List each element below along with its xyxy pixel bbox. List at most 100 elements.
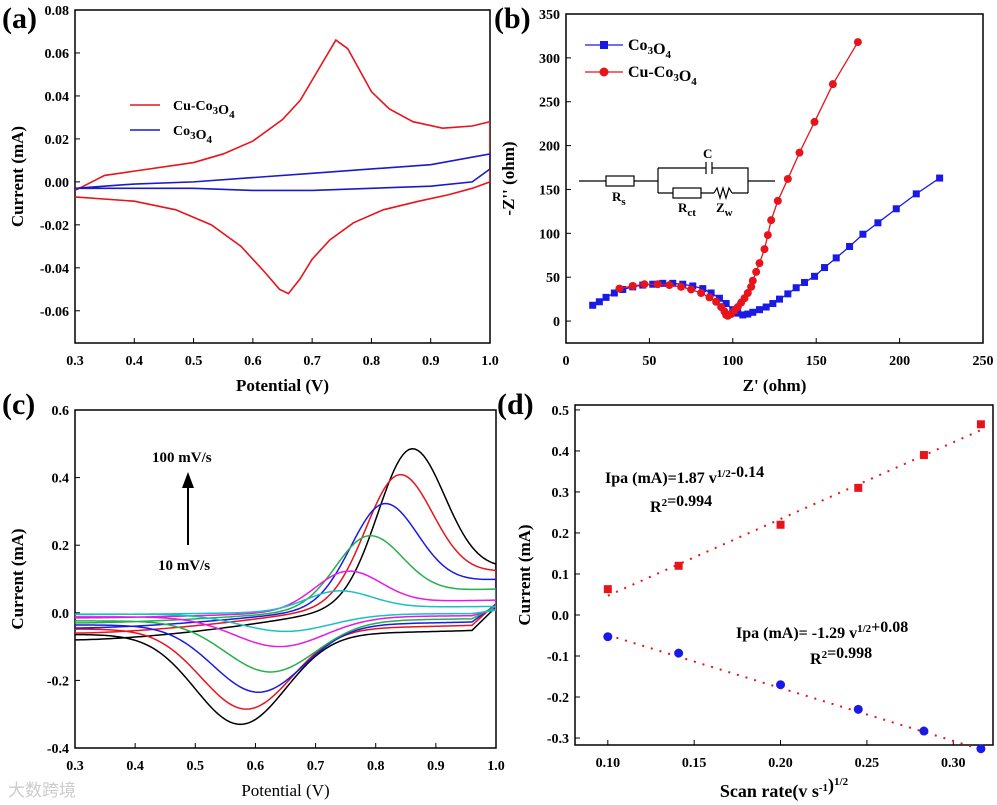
data-point <box>659 279 667 287</box>
annotation-10mvs: 10 mV/s <box>158 558 210 574</box>
data-point <box>762 303 770 311</box>
resistor-rs <box>605 175 635 187</box>
y-tick-label: 300 <box>539 52 560 67</box>
data-point <box>748 276 757 285</box>
y-tick-label: 0.3 <box>552 486 570 501</box>
panel-d: 0.10 0.15 0.20 0.25 0.30 -0.3 -0.2 -0.1 0.0 0.1 0.… <box>515 404 994 771</box>
data-point-cathodic <box>919 726 929 736</box>
x-tick-label: 250 <box>973 354 994 369</box>
data-point <box>763 231 772 240</box>
data-point-anodic <box>919 451 928 460</box>
data-point-cathodic <box>674 648 684 658</box>
legend-marker <box>599 67 609 77</box>
x-tick-label: 0.15 <box>682 756 707 771</box>
x-tick-label: 150 <box>806 354 827 369</box>
data-point <box>828 80 837 89</box>
equation-cathodic: Ipa (mA)= -1.29 v1/2+0.08 <box>736 619 908 642</box>
legend-label: Co3O4 <box>173 124 213 146</box>
panel-label-b: (b) <box>494 2 531 35</box>
y-tick-label: 0.6 <box>52 404 70 419</box>
y-tick-label: 0.5 <box>552 404 570 419</box>
data-point <box>755 306 763 314</box>
data-point <box>610 289 618 297</box>
data-point <box>715 294 723 302</box>
panel-label-d: (d) <box>497 388 534 421</box>
data-point-anodic <box>776 520 785 529</box>
x-axis-label: Potential (V) <box>241 781 329 800</box>
x-tick-label: 0 <box>563 354 570 369</box>
cv-curve-80-mv-s <box>75 473 496 710</box>
panel-c: 0.3 0.4 0.5 0.6 0.7 0.8 0.9 1.0 -0.4 -0.2 0.0 0.2 0.… <box>8 404 505 800</box>
y-tick-label: -0.2 <box>547 691 569 706</box>
x-tick-label: 0.10 <box>596 756 621 771</box>
data-point <box>773 196 782 205</box>
cv-curve-20-mv-s <box>75 570 496 648</box>
plot-frame <box>565 13 984 344</box>
data-point <box>595 298 603 306</box>
y-tick-label: 200 <box>539 140 560 155</box>
watermark: 大数跨境 <box>8 781 76 801</box>
x-tick-label: 0.20 <box>768 756 793 771</box>
y-tick-label: -0.1 <box>547 650 569 665</box>
x-tick-label: 0.6 <box>244 354 262 369</box>
data-point <box>859 230 867 238</box>
y-tick-label: 0.06 <box>45 47 70 62</box>
y-tick-label: 0.0 <box>552 609 570 624</box>
data-point <box>705 293 714 302</box>
cv-curve-40-mv-s <box>75 534 496 673</box>
x-tick-label: 1.0 <box>487 759 505 774</box>
y-axis-label: Current (mA) <box>8 528 27 629</box>
circuit-label-c: C <box>703 146 712 161</box>
y-axis-label: Current (mA) <box>515 524 534 625</box>
x-tick-label: 0.3 <box>66 354 84 369</box>
data-point <box>602 293 610 301</box>
circuit-label-rs: Rs <box>612 189 626 208</box>
data-point <box>821 264 829 272</box>
data-point <box>792 284 800 292</box>
data-point <box>810 117 819 126</box>
data-point <box>892 205 900 213</box>
data-point <box>749 308 757 316</box>
data-point <box>640 280 649 289</box>
panel-label-a: (a) <box>2 2 37 35</box>
r-squared-cathodic: R2=0.998 <box>810 645 872 668</box>
data-point <box>760 245 769 254</box>
x-tick-label: 1.0 <box>481 354 499 369</box>
plot-frame <box>74 409 497 749</box>
y-tick-label: 50 <box>546 271 560 286</box>
x-tick-label: 0.7 <box>303 354 321 369</box>
data-point-cathodic <box>776 680 786 690</box>
data-point <box>874 219 882 227</box>
x-tick-label: 100 <box>722 354 743 369</box>
panel-b: 0 50 100 150 200 250 0 50 100 150 200 250 300 350 Z' (… <box>499 8 994 395</box>
x-tick-label: 200 <box>889 354 910 369</box>
resistor-rct <box>672 187 702 199</box>
data-point-anodic <box>854 483 863 492</box>
warburg-element <box>713 185 733 201</box>
x-tick-label: 0.9 <box>422 354 440 369</box>
data-point <box>776 295 784 303</box>
data-point <box>811 272 819 280</box>
y-tick-label: 0.00 <box>45 176 70 191</box>
data-point <box>687 285 696 294</box>
data-point <box>784 290 792 298</box>
annotation-100mvs: 100 mV/s <box>152 450 212 466</box>
data-point <box>743 288 752 297</box>
x-tick-label: 0.6 <box>247 759 265 774</box>
y-tick-label: 0.1 <box>552 568 570 583</box>
y-tick-label: 0 <box>553 315 560 330</box>
y-tick-label: 350 <box>539 8 560 23</box>
x-tick-label: 0.5 <box>185 354 203 369</box>
data-point <box>936 174 944 182</box>
y-tick-label: 0.08 <box>45 4 70 19</box>
data-point <box>739 311 747 319</box>
y-tick-label: -0.3 <box>547 732 569 747</box>
data-point <box>767 216 776 225</box>
data-point <box>697 288 706 297</box>
data-point <box>712 297 721 306</box>
y-tick-label: -0.02 <box>40 219 69 234</box>
legend-label: Cu-Co3O4 <box>628 64 697 88</box>
y-tick-label: 250 <box>539 96 560 111</box>
data-point <box>707 289 715 297</box>
data-point-anodic <box>674 561 683 570</box>
